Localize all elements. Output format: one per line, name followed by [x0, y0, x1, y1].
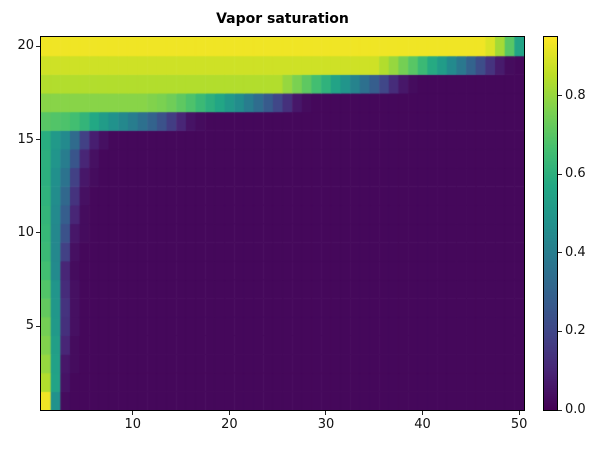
x-tick-label: 50	[510, 417, 528, 432]
colorbar-tick-label: 0.4	[565, 244, 586, 260]
heatmap-canvas	[41, 37, 524, 410]
colorbar-tick-label: 0.8	[565, 87, 586, 103]
x-tick-label: 40	[414, 417, 431, 432]
colorbar-canvas	[544, 37, 557, 410]
colorbar-tick-mark	[558, 173, 562, 175]
colorbar-tick-mark	[558, 252, 562, 254]
colorbar-tick-mark	[558, 330, 562, 332]
y-tick-label: 5	[25, 318, 34, 334]
y-tick-label: 15	[17, 131, 34, 147]
y-tick-mark	[36, 139, 40, 141]
y-tick-mark	[36, 45, 40, 47]
x-tick-mark	[518, 411, 520, 415]
x-tick-mark	[422, 411, 424, 415]
y-tick-mark	[36, 325, 40, 327]
x-tick-mark	[325, 411, 327, 415]
y-tick-mark	[36, 232, 40, 234]
x-tick-mark	[228, 411, 230, 415]
x-tick-label: 20	[221, 417, 238, 432]
y-tick-label: 10	[17, 224, 34, 240]
y-tick-label: 20	[17, 38, 34, 54]
colorbar-tick-mark	[558, 95, 562, 97]
colorbar-tick-label: 0.6	[565, 166, 586, 182]
chart-title: Vapor saturation	[216, 11, 349, 27]
x-tick-mark	[132, 411, 134, 415]
x-tick-label: 30	[317, 417, 335, 432]
colorbar-tick-label: 0.2	[565, 323, 586, 339]
colorbar-tick-mark	[558, 409, 562, 411]
colorbar-tick-label: 0.0	[565, 402, 586, 417]
x-tick-label: 10	[124, 417, 142, 432]
